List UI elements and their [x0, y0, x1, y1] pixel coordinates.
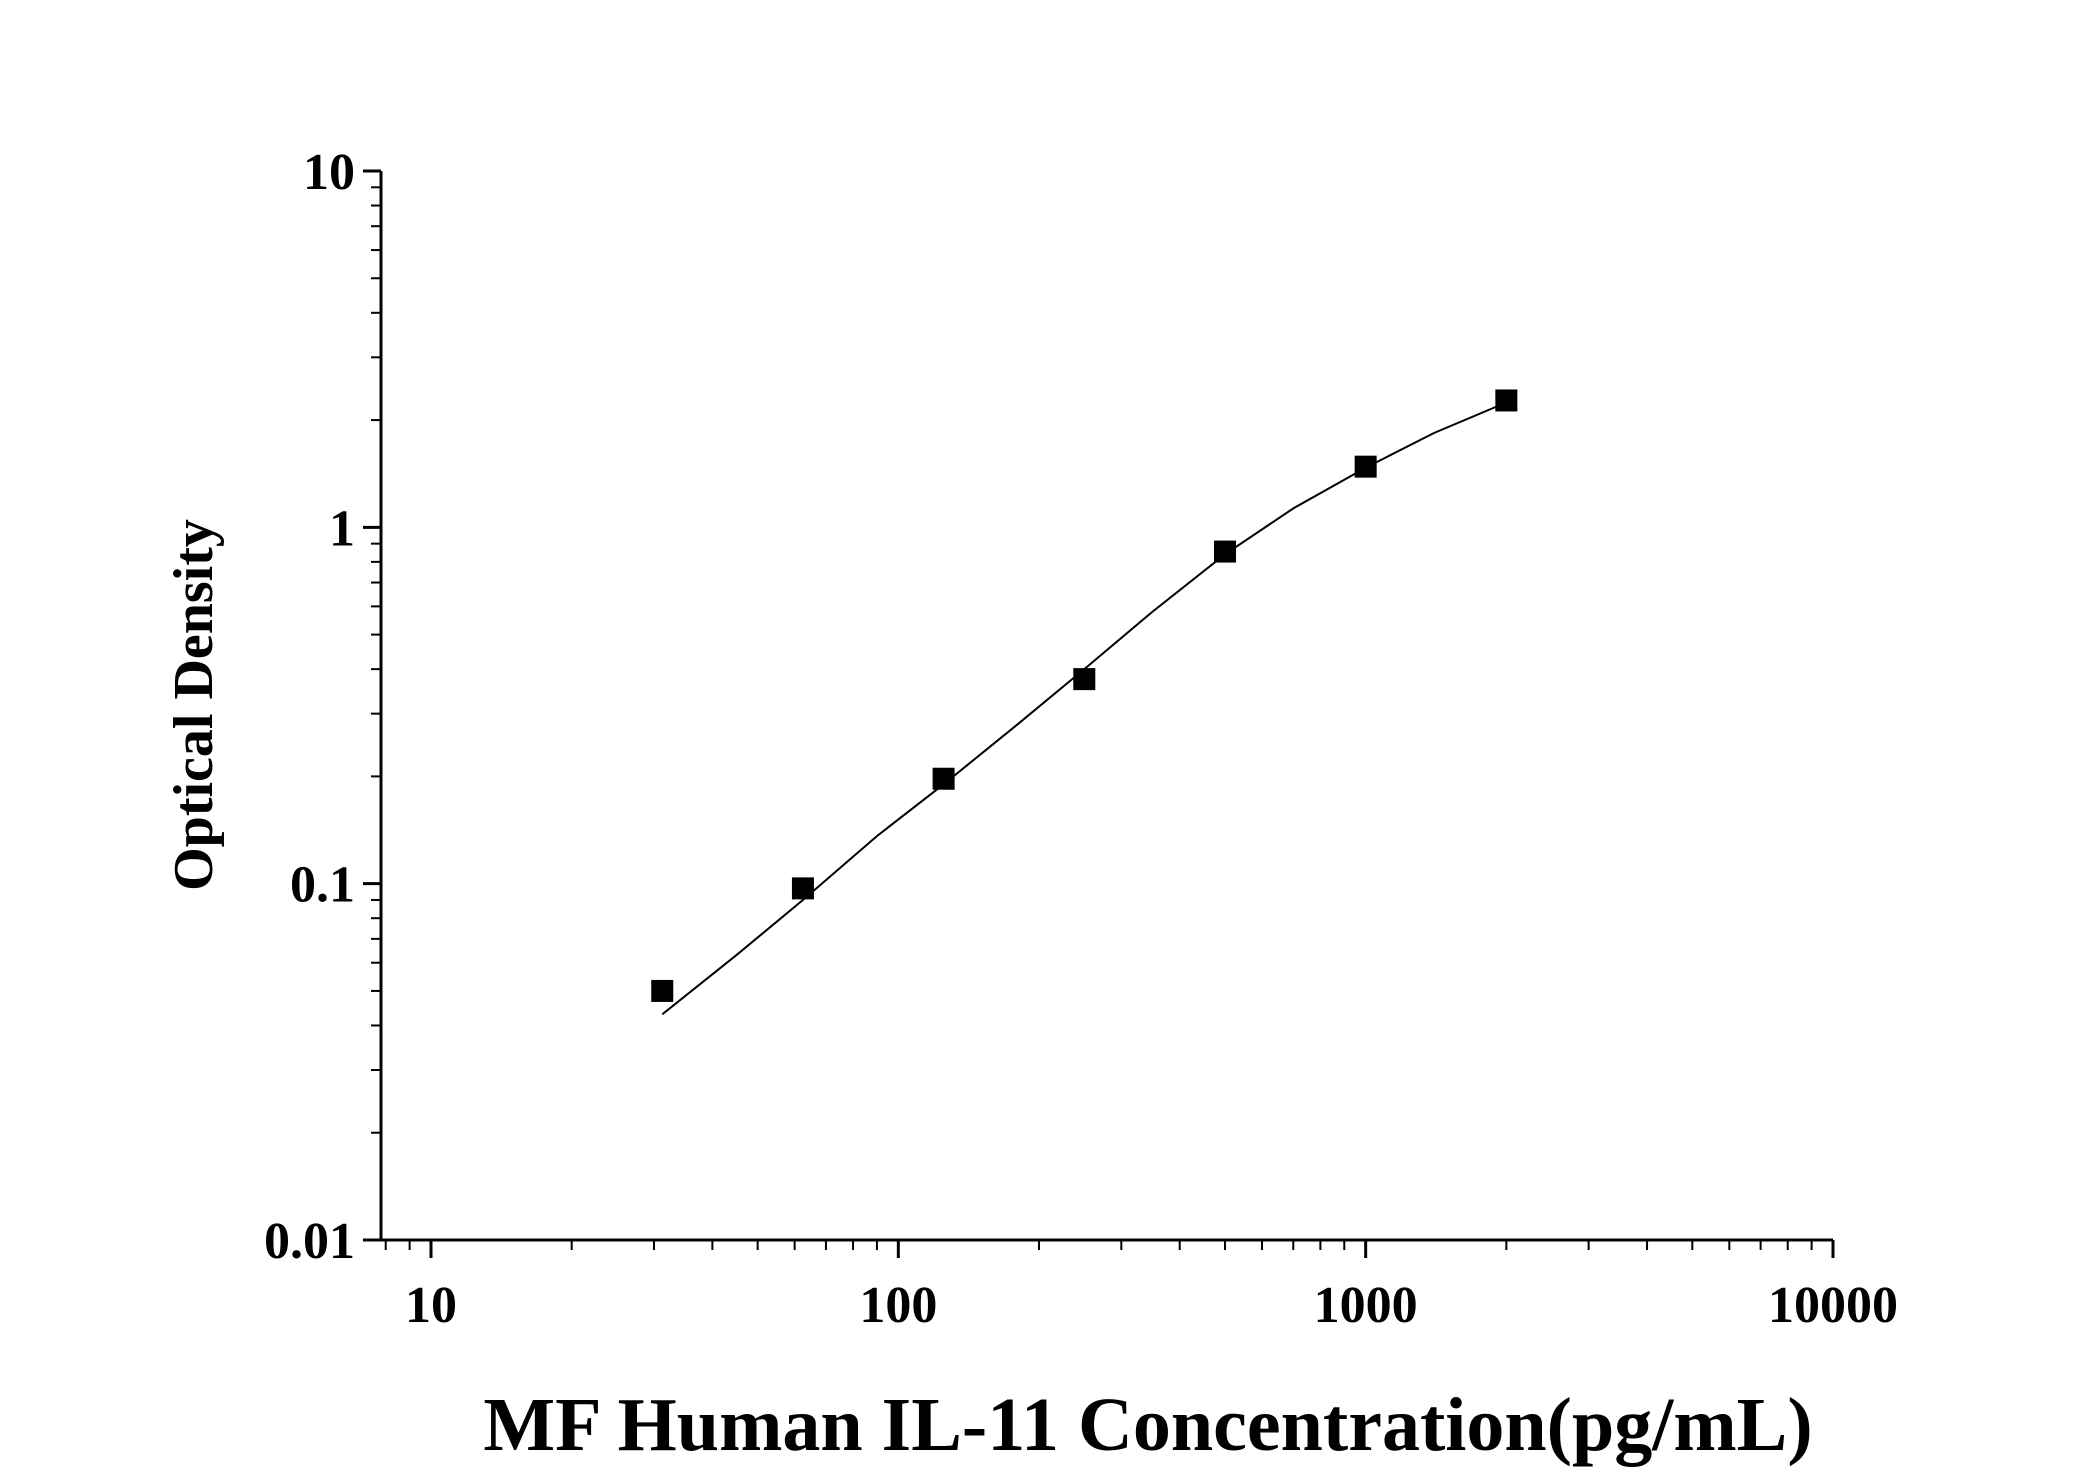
x-tick-label: 1000 [1314, 1277, 1418, 1334]
data-point [1354, 455, 1377, 478]
y-tick-label: 1 [329, 500, 355, 557]
data-point [1073, 668, 1096, 691]
x-tick-label: 100 [859, 1277, 937, 1334]
data-point [1495, 389, 1518, 412]
y-tick-label: 0.01 [264, 1213, 355, 1270]
axes: 0.01 0.1 1 10 10 100 1000 10000 [264, 144, 1898, 1334]
x-tick-label: 10 [405, 1277, 457, 1334]
data-points-layer [651, 389, 1518, 1002]
data-point [791, 877, 814, 900]
y-tick-label: 10 [303, 144, 355, 201]
x-tick-label: 10000 [1768, 1277, 1898, 1334]
data-point [1213, 540, 1236, 563]
y-tick-label: 0.1 [290, 857, 355, 914]
y-axis-title: Optical Density [163, 519, 225, 891]
data-point [932, 767, 955, 790]
data-point [651, 979, 674, 1002]
x-axis-title: MF Human IL-11 Concentration(pg/mL) [483, 1383, 1812, 1467]
